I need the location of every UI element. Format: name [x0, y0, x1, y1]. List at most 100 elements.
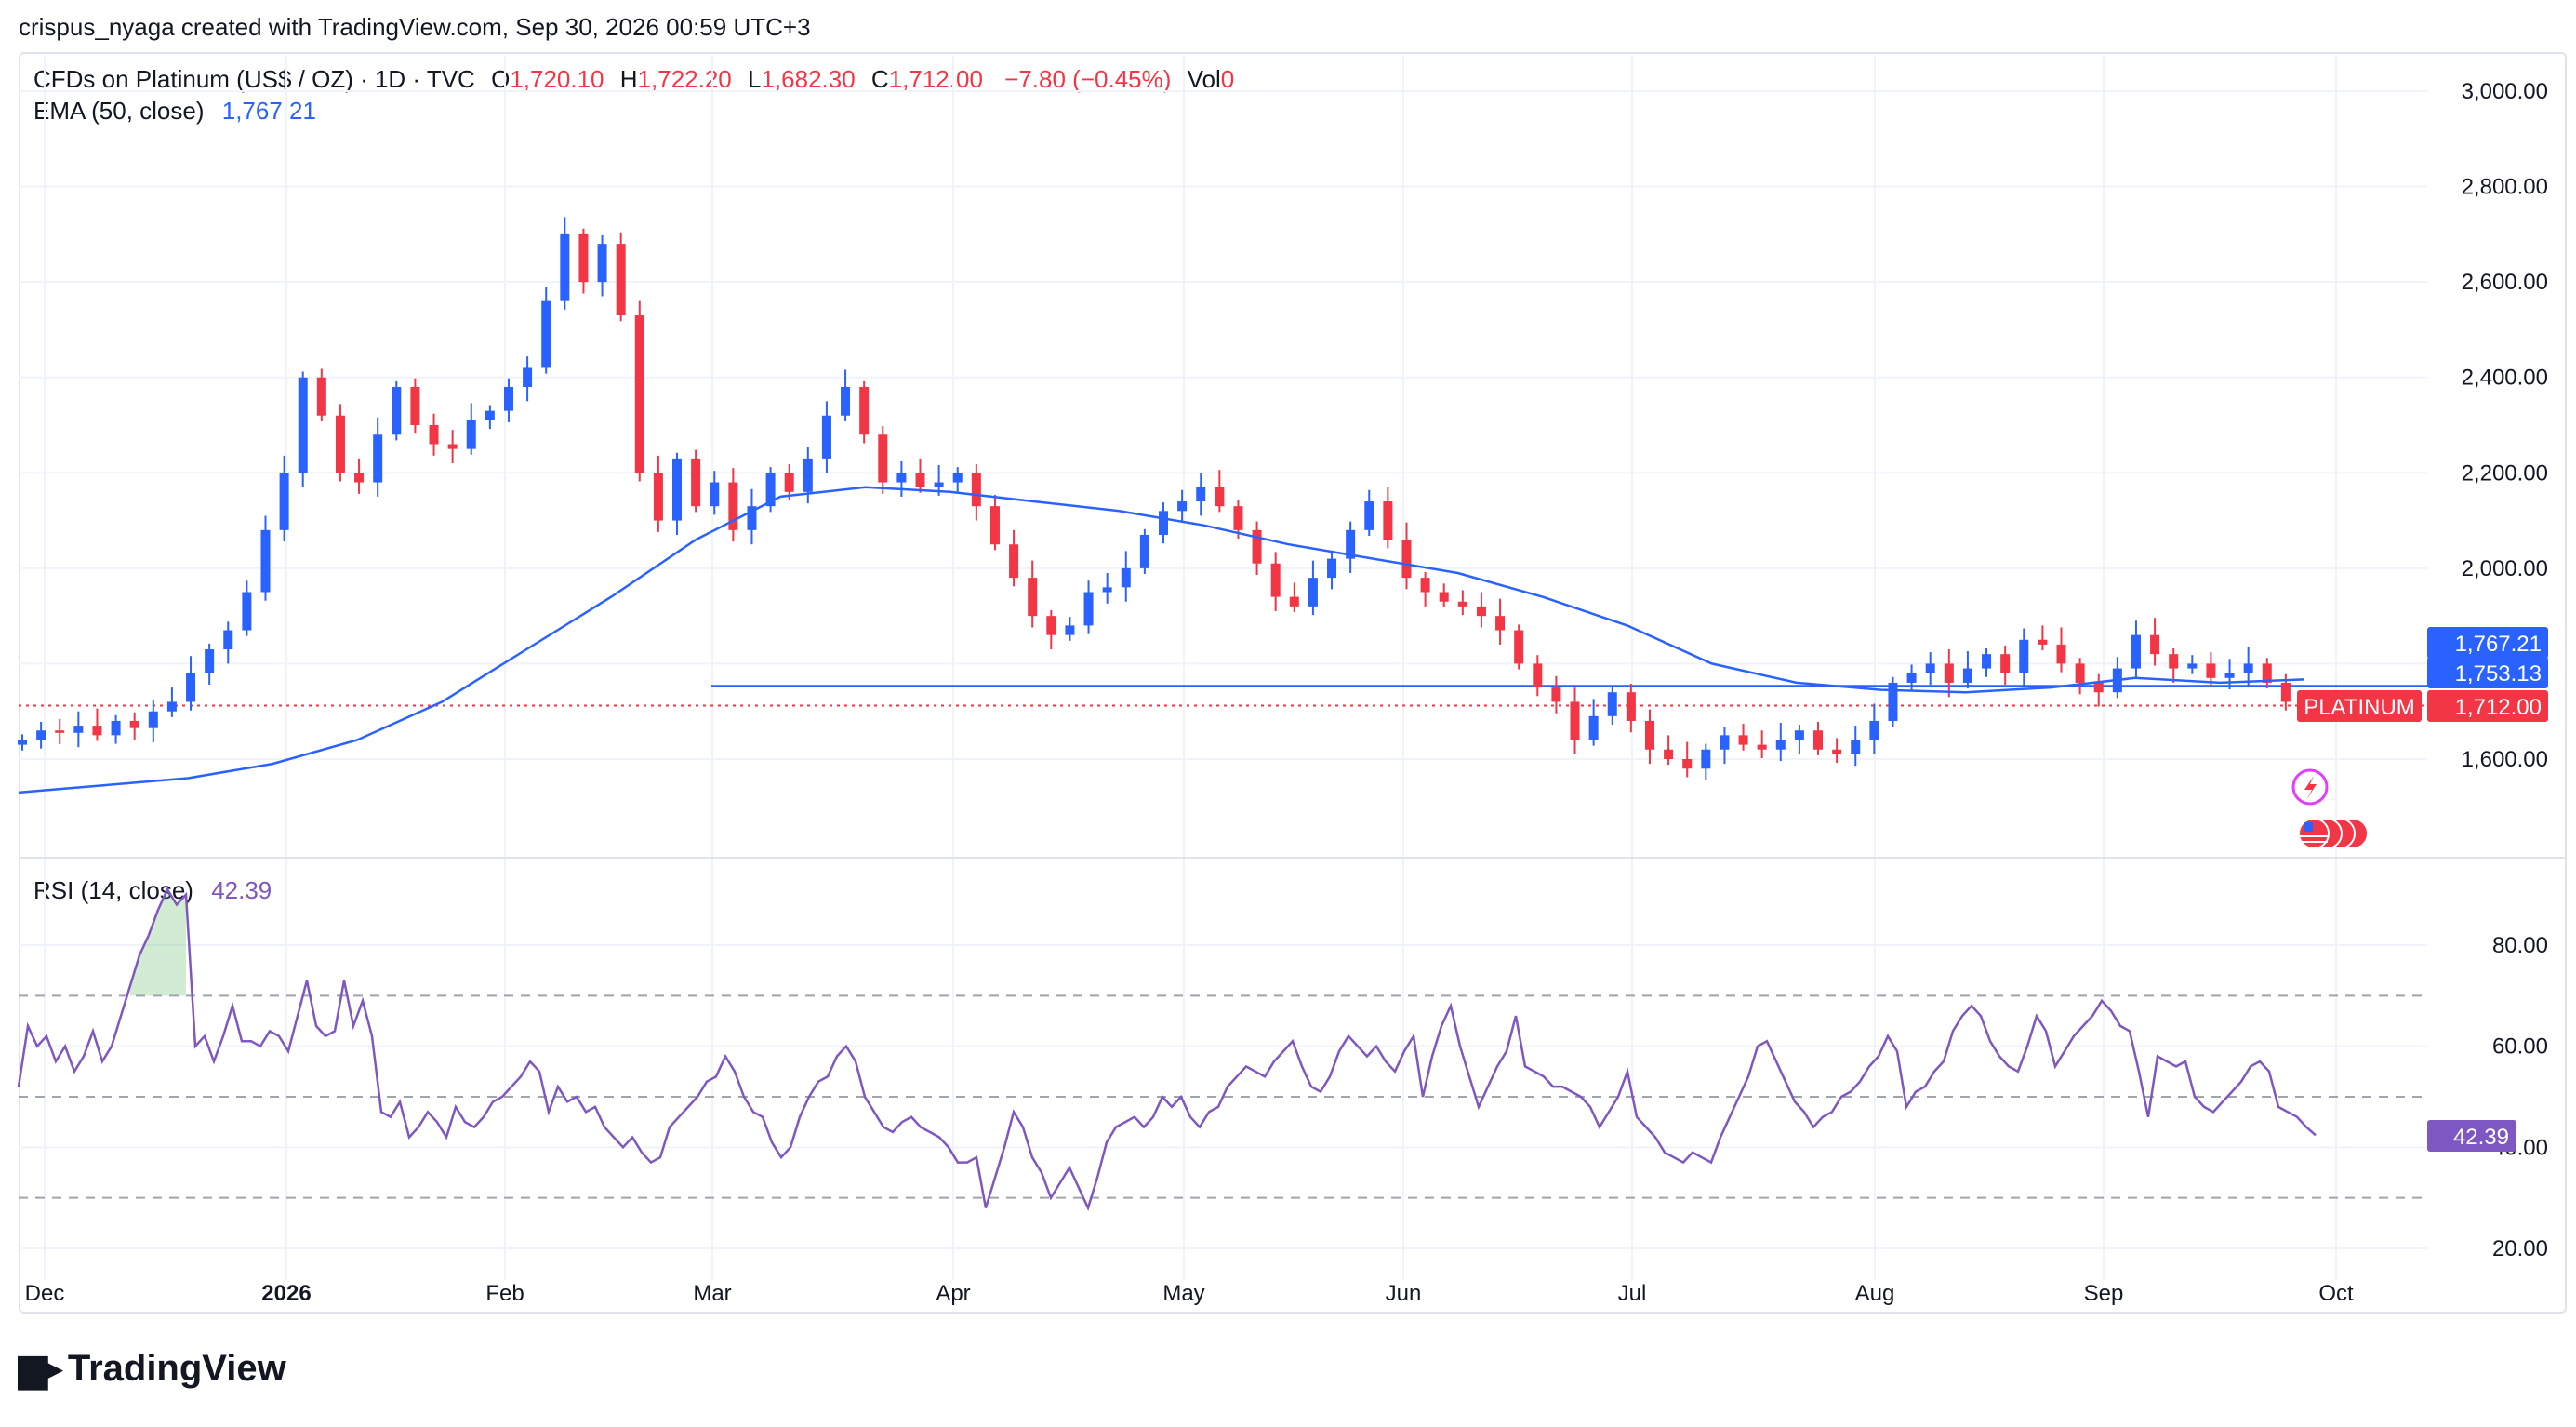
candle: [1139, 528, 1149, 575]
candle: [1457, 590, 1467, 616]
candle: [2056, 627, 2066, 673]
low-value: 1,682.30: [761, 65, 856, 93]
candle: [1121, 551, 1131, 602]
candle: [728, 468, 738, 542]
time-axis-label: Apr: [936, 1281, 970, 1306]
price-axis-label: 1,600.00: [2462, 747, 2548, 772]
tradingview-logo[interactable]: ▆▸ TradingView: [19, 1347, 286, 1390]
candle: [1102, 572, 1112, 604]
rsi-badge: 42.39: [2427, 1120, 2516, 1152]
low-label: L: [748, 65, 762, 93]
candle: [1570, 687, 1580, 754]
rsi-axis-label: 20.00: [2492, 1236, 2548, 1261]
candle: [691, 449, 701, 513]
candle: [373, 417, 383, 497]
candle: [784, 464, 794, 501]
candle: [129, 712, 139, 740]
ema-badge: 1,767.21: [2427, 627, 2548, 659]
chart-frame: [19, 52, 2567, 1314]
candle: [447, 430, 458, 464]
time-axis-label: May: [1162, 1281, 1204, 1306]
candle: [616, 232, 626, 322]
candle: [2093, 673, 2104, 707]
candle: [1046, 609, 1056, 650]
candle: [166, 687, 177, 717]
candle: [429, 413, 439, 456]
candle: [915, 458, 925, 493]
candle: [597, 234, 607, 297]
candle: [859, 380, 870, 444]
last-price-text: 1,712.00: [2455, 695, 2542, 720]
price-axis-label: 2,600.00: [2462, 270, 2548, 295]
price-axis-label: 2,200.00: [2462, 460, 2548, 486]
high-value: 1,722.20: [637, 65, 732, 93]
candle: [2187, 655, 2198, 674]
candle: [1514, 624, 1524, 670]
close-label: C: [870, 65, 889, 93]
time-axis-label: Jul: [1618, 1281, 1647, 1306]
candle: [223, 621, 233, 664]
candle: [242, 580, 252, 636]
ohlc-legend: CFDs on Platinum (US$ / OZ) · 1D · TVC O…: [33, 65, 1234, 94]
ema-legend[interactable]: EMA (50, close) 1,767.21: [33, 97, 316, 126]
candle: [354, 458, 365, 494]
candle: [1626, 683, 1636, 733]
candle: [92, 708, 102, 741]
candle: [1364, 489, 1374, 536]
ema-label: EMA (50, close): [33, 97, 205, 125]
author-header: crispus_nyaga created with TradingView.c…: [19, 13, 811, 41]
rsi-line: [17, 887, 2317, 1211]
volume-value: 0: [1220, 65, 1235, 93]
candle: [1794, 725, 1804, 754]
candle: [2262, 658, 2272, 689]
candle: [1944, 649, 1954, 698]
candle: [2075, 658, 2085, 695]
symbol-title[interactable]: CFDs on Platinum (US$ / OZ) · 1D · TVC: [33, 65, 475, 93]
dividend-flash-icon[interactable]: [2291, 768, 2329, 806]
candle: [1270, 552, 1281, 612]
candle: [18, 734, 27, 751]
time-axis-label: Feb: [485, 1281, 524, 1306]
candle: [634, 300, 644, 482]
candle: [410, 378, 420, 434]
volume-label: Vol: [1187, 65, 1221, 93]
candle: [765, 467, 776, 513]
candle: [1439, 583, 1449, 607]
us-flag-events-icon[interactable]: [2298, 818, 2369, 849]
candle: [653, 455, 663, 532]
candle: [205, 643, 215, 685]
candle: [260, 515, 271, 601]
candle: [1682, 741, 1693, 778]
candle: [335, 404, 345, 482]
candle: [1215, 470, 1225, 513]
candle: [1888, 676, 1898, 727]
last-price-badge: PLATINUM 1,712.00: [2297, 690, 2548, 722]
price-axis-label: 2,400.00: [2462, 366, 2548, 391]
candle: [541, 287, 551, 374]
candle: [1551, 675, 1561, 714]
candle: [1588, 699, 1599, 746]
price-axis-label: 3,000.00: [2462, 79, 2548, 104]
candle: [989, 494, 1000, 551]
candle: [1701, 743, 1711, 780]
candle: [672, 452, 683, 535]
candle: [578, 228, 589, 294]
candle: [2206, 652, 2216, 687]
price-axis-label: 2,000.00: [2462, 556, 2548, 581]
time-axis-label: Aug: [1855, 1281, 1895, 1306]
change-value: −7.80 (−0.45%): [1004, 65, 1172, 93]
candle: [1832, 738, 1842, 764]
candle: [821, 401, 831, 473]
support-badge: 1,753.13: [2427, 657, 2548, 688]
candle: [1775, 723, 1786, 762]
close-value: 1,712.00: [888, 65, 983, 93]
tradingview-logo-icon: ▆▸: [19, 1348, 62, 1389]
candle: [1159, 502, 1168, 544]
candle: [1383, 487, 1393, 549]
candle: [1720, 727, 1730, 765]
tradingview-brand: TradingView: [67, 1347, 286, 1389]
time-axis-label: Mar: [693, 1281, 731, 1306]
candle: [1308, 560, 1318, 616]
time-axis-label: Sep: [2084, 1281, 2124, 1306]
